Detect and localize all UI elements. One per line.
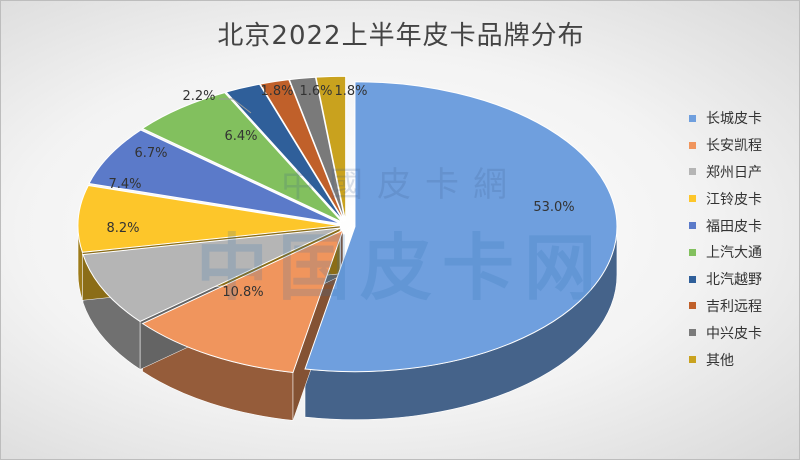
legend-label: 江铃皮卡 xyxy=(706,191,762,208)
legend-label: 上汽大通 xyxy=(706,245,762,262)
slice-10-top xyxy=(315,75,347,222)
legend-swatch xyxy=(689,275,696,283)
legend-swatch xyxy=(689,356,696,364)
legend-label: 其他 xyxy=(706,352,734,369)
legend-swatch xyxy=(689,222,696,230)
legend-item: 上汽大通 xyxy=(689,239,762,266)
data-label-10: 1.8% xyxy=(334,84,367,99)
legend-item: 北汽越野 xyxy=(689,266,762,293)
data-label-4: 7.4% xyxy=(108,177,141,192)
data-label-1: 53.0% xyxy=(533,200,574,215)
watermark-line2: 中国皮卡网 xyxy=(196,226,606,310)
slice-6-top xyxy=(141,92,343,223)
legend-label: 郑州日产 xyxy=(706,164,762,181)
legend-swatch xyxy=(689,329,696,337)
legend-item: 吉利远程 xyxy=(689,293,762,320)
chart-title: 北京2022上半年皮卡品牌分布 xyxy=(217,21,585,51)
legend-item: 其他 xyxy=(689,346,762,373)
legend-swatch xyxy=(689,168,696,176)
data-label-9: 1.6% xyxy=(299,84,332,99)
legend-item: 中兴皮卡 xyxy=(689,319,762,346)
legend-label: 北汽越野 xyxy=(706,272,762,289)
pie-tops xyxy=(77,75,618,374)
legend-label: 长城皮卡 xyxy=(706,111,762,128)
slice-8-top xyxy=(259,79,345,222)
legend-label: 福田皮卡 xyxy=(706,218,762,235)
legend-item: 郑州日产 xyxy=(689,159,762,186)
slice-7-top xyxy=(225,83,345,222)
legend-label: 吉利远程 xyxy=(706,298,762,315)
data-label-8: 1.8% xyxy=(260,84,293,99)
legend-item: 长安凯程 xyxy=(689,132,762,159)
watermark-line1: 中國皮卡網 xyxy=(281,165,521,205)
legend-swatch xyxy=(689,114,696,122)
legend-label: 长安凯程 xyxy=(706,138,762,155)
slice-3-top xyxy=(82,227,341,323)
watermark: 中國皮卡網 中国皮卡网 xyxy=(196,165,606,310)
legend-swatch xyxy=(689,248,696,256)
data-label-6: 6.4% xyxy=(224,129,257,144)
legend-swatch xyxy=(689,195,696,203)
leader-line xyxy=(219,98,252,114)
legend-item: 长城皮卡 xyxy=(689,105,762,132)
legend-item: 福田皮卡 xyxy=(689,212,762,239)
data-labels: 53.0%10.8%8.2%7.4%6.7%6.4%2.2% 1.8% 1.6% 1.… xyxy=(106,84,574,300)
slice-5-top xyxy=(88,129,341,225)
slice-4-top xyxy=(77,184,341,253)
legend-swatch xyxy=(689,302,696,310)
slice-2-top xyxy=(141,229,344,374)
data-label-5: 6.7% xyxy=(134,146,167,161)
slice-1-top xyxy=(304,81,618,373)
legend-swatch xyxy=(689,141,696,149)
legend: 长城皮卡长安凯程郑州日产江铃皮卡福田皮卡上汽大通北汽越野吉利远程中兴皮卡其他 xyxy=(689,105,762,373)
legend-label: 中兴皮卡 xyxy=(706,325,762,342)
data-label-3: 8.2% xyxy=(106,221,139,236)
data-label-2: 10.8% xyxy=(222,285,263,300)
data-label-7: 2.2% xyxy=(182,89,215,104)
slice-9-top xyxy=(288,76,346,222)
legend-item: 江铃皮卡 xyxy=(689,185,762,212)
